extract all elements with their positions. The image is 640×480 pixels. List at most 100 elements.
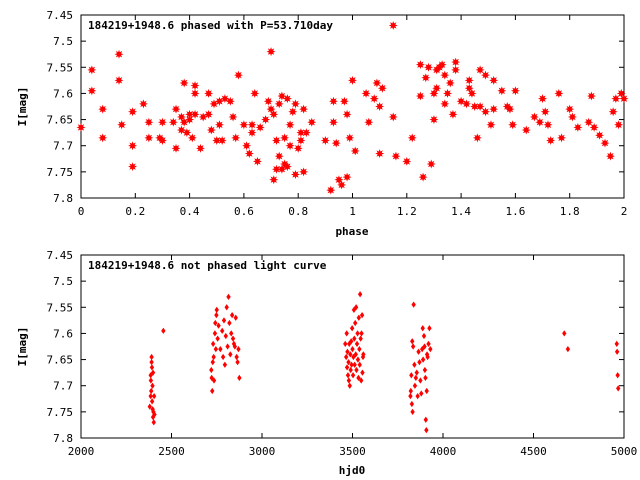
x-axis-label: phase bbox=[335, 225, 368, 238]
data-point bbox=[364, 117, 374, 127]
data-point bbox=[269, 175, 279, 185]
data-point bbox=[244, 149, 254, 159]
data-point bbox=[98, 104, 108, 114]
data-point bbox=[353, 304, 359, 311]
data-point bbox=[221, 317, 227, 324]
data-point bbox=[171, 143, 181, 153]
data-point bbox=[149, 353, 154, 361]
data-point bbox=[595, 130, 605, 140]
data-point bbox=[293, 143, 303, 153]
data-point bbox=[230, 335, 236, 342]
data-point bbox=[402, 156, 412, 166]
data-point bbox=[443, 88, 453, 98]
chart-title: 184219+1948.6 phased with P=53.710day bbox=[88, 19, 333, 32]
data-point bbox=[608, 107, 618, 117]
data-points bbox=[147, 291, 621, 434]
data-point bbox=[614, 120, 624, 130]
data-point bbox=[214, 120, 224, 130]
data-point bbox=[565, 345, 571, 353]
data-point bbox=[328, 96, 338, 106]
data-point bbox=[357, 345, 362, 353]
data-point bbox=[301, 128, 311, 138]
data-point bbox=[344, 364, 350, 371]
x-tick-label: 0.2 bbox=[125, 205, 145, 218]
x-tick-label: 2000 bbox=[68, 445, 95, 458]
data-point bbox=[190, 81, 200, 91]
data-point bbox=[429, 115, 439, 125]
data-point bbox=[359, 377, 364, 384]
data-point bbox=[342, 109, 352, 119]
data-point bbox=[614, 348, 620, 355]
y-tick-label: 7.45 bbox=[47, 249, 74, 262]
data-point bbox=[344, 330, 349, 337]
data-point bbox=[161, 327, 166, 334]
y-tick-label: 7.5 bbox=[53, 35, 73, 48]
data-point bbox=[451, 57, 461, 67]
data-point bbox=[486, 120, 496, 130]
data-point bbox=[250, 88, 260, 98]
data-point bbox=[481, 107, 491, 117]
data-point bbox=[388, 112, 398, 122]
data-point bbox=[234, 353, 239, 361]
data-point bbox=[354, 340, 360, 348]
data-point bbox=[263, 96, 273, 106]
data-point bbox=[472, 133, 482, 143]
data-point bbox=[372, 78, 382, 88]
data-point bbox=[423, 374, 428, 381]
data-point bbox=[413, 374, 419, 381]
data-point bbox=[149, 364, 155, 371]
data-point bbox=[148, 377, 154, 384]
data-point bbox=[213, 345, 219, 353]
data-point bbox=[508, 120, 518, 130]
data-point bbox=[584, 117, 594, 127]
data-point bbox=[211, 353, 216, 361]
data-point bbox=[375, 149, 385, 159]
data-point bbox=[225, 96, 235, 106]
data-point bbox=[440, 99, 450, 109]
data-point bbox=[211, 377, 217, 384]
data-point bbox=[408, 387, 413, 395]
data-point bbox=[408, 393, 413, 400]
x-tick-label: 0 bbox=[78, 205, 85, 218]
data-point bbox=[619, 94, 629, 104]
x-tick-label: 1.8 bbox=[560, 205, 580, 218]
data-point bbox=[428, 345, 433, 353]
data-point bbox=[445, 78, 455, 88]
data-point bbox=[212, 330, 218, 337]
data-point bbox=[285, 141, 295, 151]
data-point bbox=[339, 96, 349, 106]
y-tick-label: 7.55 bbox=[47, 61, 74, 74]
data-point bbox=[345, 348, 350, 355]
x-tick-label: 5000 bbox=[611, 445, 638, 458]
data-point bbox=[231, 133, 241, 143]
data-point bbox=[419, 390, 424, 397]
data-point bbox=[350, 345, 355, 353]
data-point bbox=[290, 99, 300, 109]
data-point bbox=[348, 351, 353, 358]
data-point bbox=[271, 164, 281, 174]
data-point bbox=[210, 387, 215, 395]
data-point bbox=[233, 70, 243, 80]
data-point bbox=[219, 327, 225, 334]
y-tick-label: 7.5 bbox=[53, 275, 73, 288]
chart-title: 184219+1948.6 not phased light curve bbox=[88, 259, 327, 272]
data-point bbox=[426, 159, 436, 169]
data-point bbox=[280, 133, 290, 143]
data-point bbox=[149, 359, 154, 366]
x-ticks: 0 0.2 0.4 0.6 0.8 1 1.2 1.4 1.6 1.8 2 bbox=[78, 15, 628, 218]
data-point bbox=[285, 120, 295, 130]
x-tick-label: 1.2 bbox=[397, 205, 417, 218]
data-point bbox=[409, 372, 414, 379]
y-tick-label: 7.65 bbox=[47, 114, 74, 127]
data-point bbox=[346, 359, 351, 366]
x-tick-label: 2 bbox=[621, 205, 628, 218]
y-tick-label: 7.65 bbox=[47, 354, 74, 367]
data-point bbox=[489, 75, 499, 85]
data-point bbox=[349, 338, 354, 345]
data-point bbox=[150, 369, 156, 376]
data-point bbox=[151, 393, 157, 400]
data-point bbox=[510, 86, 520, 96]
data-point bbox=[440, 70, 450, 80]
data-point bbox=[348, 75, 357, 85]
data-point bbox=[377, 83, 387, 93]
